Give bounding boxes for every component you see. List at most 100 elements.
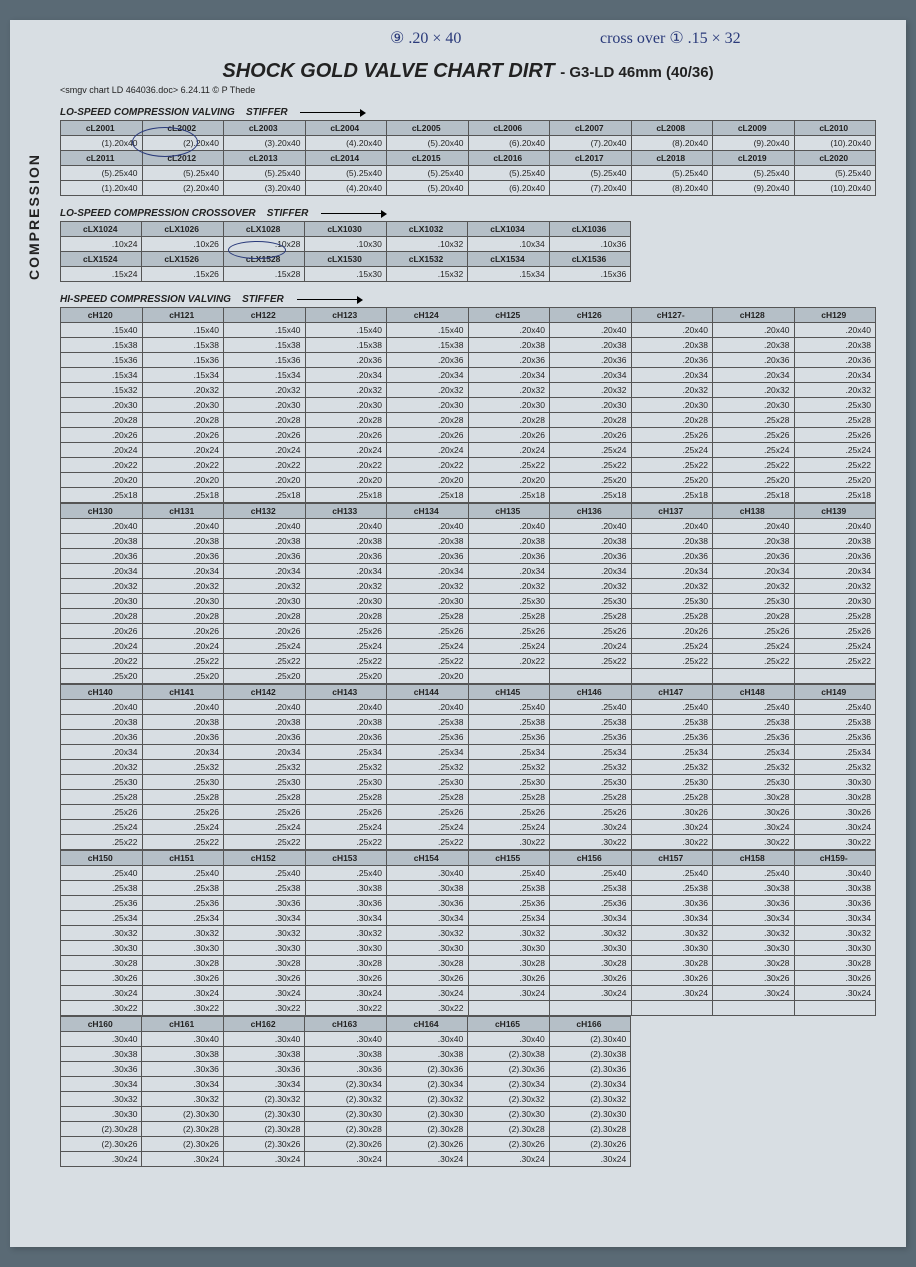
table-header: cH130 [61,504,143,519]
table-cell: .20x38 [142,715,224,730]
table-cell: .25x24 [550,443,632,458]
table-cell: .30x34 [631,911,713,926]
table-cell: .20x34 [794,564,876,579]
hi-speed-title: HI-SPEED COMPRESSION VALVING STIFFER [60,294,876,305]
table-cell: .25x28 [550,790,632,805]
table-header: cH126 [550,308,632,323]
table-header: cLX1032 [386,222,467,237]
table-cell: .20x34 [550,368,632,383]
table-cell: .20x36 [61,549,143,564]
table-header: cL2007 [550,121,632,136]
table-cell: .10x30 [305,237,386,252]
table-cell: .15x32 [386,267,467,282]
table-cell: .25x26 [550,805,632,820]
table-header: cH158 [713,851,795,866]
table-cell: .25x30 [224,775,306,790]
table-cell: .15x34 [142,368,224,383]
table-cell: .25x34 [794,745,876,760]
table-cell: .20x22 [61,654,143,669]
table-cell [550,1001,632,1016]
table-cell: .30x24 [631,986,713,1001]
table-cell: .15x28 [223,267,304,282]
table-cell: .20x24 [387,443,469,458]
table-header: cH157 [631,851,713,866]
table-cell: .25x22 [224,835,306,850]
table-cell: .30x38 [387,881,469,896]
table-cell: .20x28 [61,609,143,624]
table-cell: (2).30x30 [468,1107,549,1122]
table-cell: .25x22 [224,654,306,669]
table-cell: .25x20 [224,669,306,684]
table-cell: (4).20x40 [305,136,387,151]
hi-speed-table: cH160cH161cH162cH163cH164cH165cH166.30x4… [60,1016,631,1167]
table-cell: .25x38 [631,715,713,730]
table-cell: .30x34 [224,911,306,926]
table-cell: .25x22 [142,835,224,850]
table-cell: .20x40 [142,700,224,715]
table-cell: .25x26 [387,805,469,820]
table-cell: .20x20 [305,473,387,488]
table-cell: .30x32 [468,926,550,941]
table-header: cL2002 [142,121,224,136]
table-cell: .25x38 [794,715,876,730]
table-cell: .15x38 [224,338,306,353]
table-cell: .30x38 [794,881,876,896]
lo-speed-title: LO-SPEED COMPRESSION VALVING STIFFER [60,107,876,118]
table-cell: .20x24 [305,443,387,458]
table-cell: .15x40 [224,323,306,338]
table-cell: .25x30 [61,775,143,790]
table-cell: .20x34 [631,368,713,383]
table-cell: .20x36 [224,549,306,564]
table-cell: (2).30x32 [386,1092,467,1107]
table-cell: .20x20 [142,473,224,488]
table-cell: .30x34 [713,911,795,926]
table-cell: .20x38 [713,338,795,353]
table-cell: .25x18 [713,488,795,503]
table-cell: .15x40 [387,323,469,338]
table-cell: .25x22 [794,654,876,669]
table-cell: .20x40 [468,323,550,338]
table-cell: .20x32 [550,383,632,398]
table-header: cH149 [794,685,876,700]
table-cell: .20x34 [468,564,550,579]
table-cell: .20x32 [468,383,550,398]
table-cell: .20x28 [468,413,550,428]
crossover-title: LO-SPEED COMPRESSION CROSSOVER STIFFER [60,208,876,219]
table-cell: .30x30 [713,941,795,956]
table-cell: (5).25x40 [61,166,143,181]
table-cell: .25x30 [631,775,713,790]
table-cell: .20x34 [305,368,387,383]
handwriting-top-2: cross over ① .15 × 32 [600,28,741,48]
table-cell: .30x24 [794,820,876,835]
table-cell: .20x28 [631,413,713,428]
table-header: cH165 [468,1017,549,1032]
table-cell: .25x26 [142,805,224,820]
table-cell: .20x22 [61,458,143,473]
table-header: cH155 [468,851,550,866]
table-cell: .30x24 [713,820,795,835]
table-header: cH147 [631,685,713,700]
table-cell: (2).30x34 [386,1077,467,1092]
table-cell: .30x24 [468,1152,549,1167]
table-cell: .25x28 [794,413,876,428]
table-cell: .20x28 [142,609,224,624]
table-header: cH145 [468,685,550,700]
table-cell: .30x32 [224,926,306,941]
table-cell: .25x38 [468,715,550,730]
table-cell: .25x40 [305,866,387,881]
table-cell: .20x40 [305,700,387,715]
table-cell: .20x28 [550,413,632,428]
table-cell: .20x24 [468,443,550,458]
table-cell: .20x32 [713,383,795,398]
table-cell: (2).30x28 [386,1122,467,1137]
table-cell: .30x24 [794,986,876,1001]
table-cell: .20x20 [224,473,306,488]
table-cell: (7).20x40 [550,136,632,151]
table-cell: .20x28 [713,609,795,624]
table-cell: .30x38 [61,1047,142,1062]
table-header: cH159- [794,851,876,866]
table-cell: .30x24 [224,986,306,1001]
table-cell: .20x32 [61,579,143,594]
table-cell: .30x24 [61,986,143,1001]
hi-speed-table: cH120cH121cH122cH123cH124cH125cH126cH127… [60,307,876,503]
